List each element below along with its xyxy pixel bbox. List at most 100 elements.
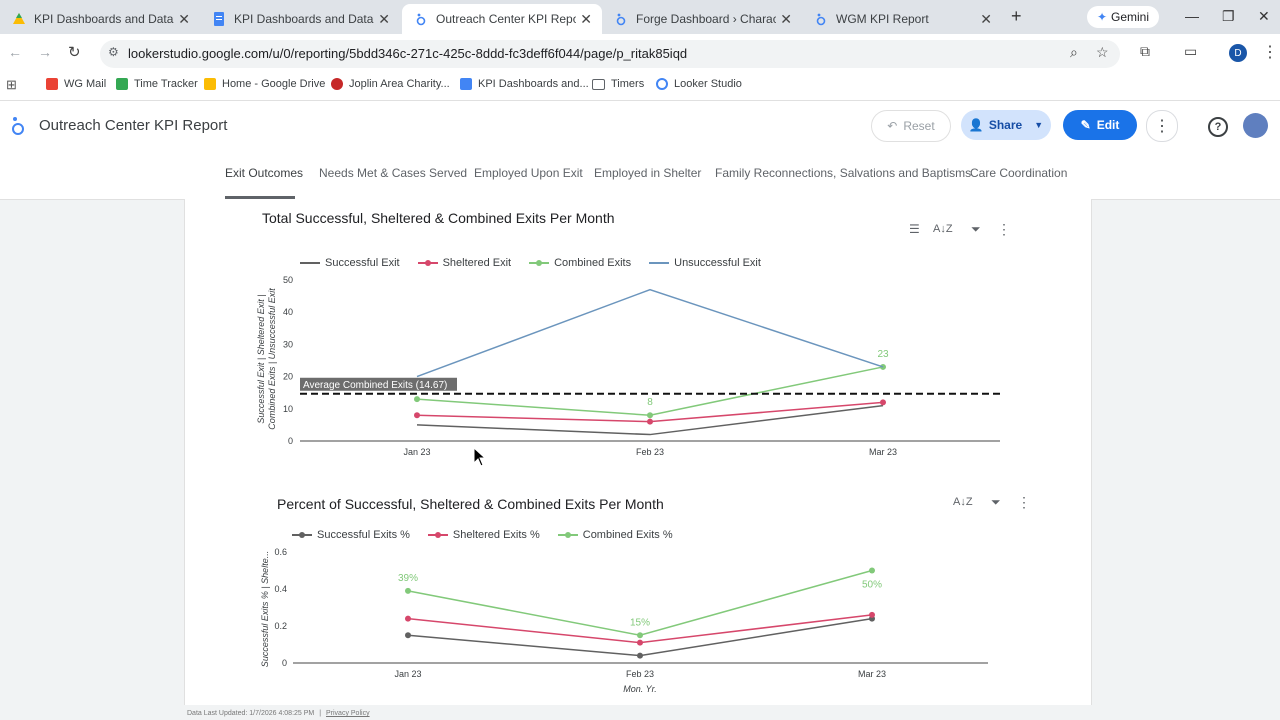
bookmark-item[interactable]: Timers — [592, 78, 644, 90]
chart2-ylabel: Successful Exits % | Shelte... — [260, 551, 270, 667]
bookmark-label: Home - Google Drive — [222, 78, 326, 90]
restore-icon[interactable]: ❐ — [1222, 8, 1235, 24]
bookmark-item[interactable]: WG Mail — [46, 78, 106, 90]
zoom-icon[interactable]: ⌕ — [1070, 44, 1078, 60]
extensions-icon[interactable]: ⧉ — [1140, 43, 1150, 59]
footer: Data Last Updated: 1/7/2026 4:08:25 PM |… — [187, 710, 370, 717]
browser-tab[interactable]: KPI Dashboards and Data Links ✕ — [200, 4, 400, 34]
back-icon[interactable]: ← — [8, 44, 22, 60]
close-icon[interactable]: ✕ — [780, 11, 792, 27]
chart2-data-point — [405, 587, 411, 594]
window-close-icon[interactable]: ✕ — [1258, 8, 1270, 24]
legend-item[interactable]: Combined Exits — [529, 257, 631, 269]
filter-icon[interactable]: ⏷ — [971, 222, 981, 236]
chart2-menu-icon[interactable]: ⋮ — [1017, 494, 1031, 510]
tab-search-icon[interactable]: ▭ — [1184, 43, 1198, 59]
browser-tab-active[interactable]: Outreach Center KPI Report › Ex ✕ — [402, 4, 602, 34]
chart2-data-point — [405, 632, 411, 639]
chart2-plot: Successful Exits % | Shelte... Mon. Yr. … — [260, 547, 988, 694]
chart2-data-label: 50% — [862, 580, 882, 591]
chart1-plot: Successful Exit | Sheltered Exit | Combi… — [256, 275, 1000, 457]
help-icon[interactable]: ? — [1208, 117, 1228, 137]
chart2-data-label: 15% — [630, 617, 650, 628]
tab-title: KPI Dashboards and Data Links — [34, 12, 174, 26]
chart1-average-label-box — [300, 377, 457, 391]
chart1-data-label: 8 — [647, 397, 653, 408]
legend-item[interactable]: Successful Exits % — [292, 529, 410, 541]
edit-button[interactable]: ✎ Edit — [1063, 110, 1137, 140]
legend-item[interactable]: Sheltered Exits % — [427, 529, 540, 541]
legend-item[interactable]: Successful Exit — [300, 257, 400, 269]
pencil-icon: ✎ — [1080, 118, 1091, 132]
reset-button[interactable]: ↶ Reset — [871, 110, 951, 142]
gemini-button[interactable]: ✦ Gemini — [1087, 6, 1159, 28]
chart2-x-tick-label: Jan 23 — [394, 669, 421, 679]
chart1-series-line-0 — [416, 404, 884, 436]
bookmark-label: WG Mail — [64, 78, 107, 90]
legend-item[interactable]: Sheltered Exit — [417, 257, 512, 269]
tab-employed-upon-exit[interactable]: Employed Upon Exit — [474, 166, 583, 180]
sort-icon[interactable]: A↓Z — [953, 496, 973, 508]
google-docs-icon — [460, 78, 472, 90]
apps-grid-icon[interactable]: ⊞ — [6, 77, 17, 92]
tab-title: Forge Dashboard › Character Ex — [636, 12, 776, 26]
legend-item[interactable]: Combined Exits % — [557, 529, 673, 541]
bookmark-label: Timers — [611, 78, 645, 90]
legend-swatch-successful — [300, 262, 320, 264]
close-icon[interactable]: ✕ — [178, 11, 190, 27]
legend-item[interactable]: Unsuccessful Exit — [649, 257, 761, 269]
gemini-icon: ✦ — [1096, 10, 1108, 24]
chart-controls-icon[interactable]: ☰ — [909, 222, 920, 236]
chart2-y-tick-label: 0.6 — [274, 547, 287, 557]
account-avatar[interactable] — [1243, 113, 1268, 138]
tab-needs-met[interactable]: Needs Met & Cases Served — [319, 166, 468, 180]
chart2-data-point — [637, 639, 643, 646]
tab-care-coordination[interactable]: Care Coordination — [970, 166, 1068, 180]
address-bar-row: ← → ↻ ⚙ lookerstudio.google.com/u/0/repo… — [0, 34, 1280, 72]
minimize-icon[interactable]: — — [1185, 8, 1199, 24]
looker-studio-icon — [616, 13, 626, 26]
reload-icon[interactable]: ↻ — [68, 44, 81, 61]
sheets-icon — [116, 78, 128, 90]
chart1-average-label: Average Combined Exits (14.67) — [303, 380, 447, 391]
browser-tab[interactable]: Forge Dashboard › Character Ex ✕ — [602, 4, 802, 34]
report-header: Outreach Center KPI Report ↶ Reset 👤 Share… — [0, 101, 1280, 149]
chart1-menu-icon[interactable]: ⋮ — [997, 221, 1011, 237]
chart1-y-tick-label: 40 — [283, 307, 293, 317]
close-icon[interactable]: ✕ — [580, 11, 592, 27]
chevron-down-icon[interactable]: ▼ — [1034, 120, 1044, 130]
browser-menu-icon[interactable]: ⋮ — [1262, 44, 1278, 61]
sort-icon[interactable]: A↓Z — [933, 223, 953, 235]
google-drive-icon — [13, 13, 25, 24]
bookmark-item[interactable]: Joplin Area Charity... — [331, 78, 450, 90]
filter-icon[interactable]: ⏷ — [991, 495, 1001, 509]
close-icon[interactable]: ✕ — [980, 11, 992, 27]
tab-exit-outcomes[interactable]: Exit Outcomes — [225, 166, 304, 180]
more-options-icon[interactable]: ⋮ — [1146, 110, 1178, 142]
profile-avatar[interactable]: D — [1229, 44, 1247, 62]
looker-studio-icon — [416, 13, 426, 26]
report-title[interactable]: Outreach Center KPI Report — [39, 117, 228, 134]
close-icon[interactable]: ✕ — [378, 11, 390, 27]
bookmark-item[interactable]: KPI Dashboards and... — [460, 78, 589, 90]
tab-employed-in-shelter[interactable]: Employed in Shelter — [594, 166, 702, 180]
mouse-cursor-icon — [473, 447, 487, 467]
forward-icon[interactable]: → — [38, 44, 52, 60]
new-tab-button[interactable]: + — [1011, 6, 1022, 26]
tab-family-reconnections[interactable]: Family Reconnections, Salvations and Bap… — [715, 166, 972, 180]
bookmark-item[interactable]: Looker Studio — [656, 78, 742, 90]
privacy-policy-link[interactable]: Privacy Policy — [326, 710, 370, 717]
browser-tab[interactable]: KPI Dashboards and Data Links ✕ — [0, 4, 200, 34]
legend-swatch-combined-pct — [557, 532, 578, 538]
bookmark-star-icon[interactable]: ☆ — [1096, 44, 1109, 60]
chart2-y-tick-label: 0.2 — [274, 621, 287, 631]
url-field[interactable]: ⚙ lookerstudio.google.com/u/0/reporting/… — [100, 40, 1120, 68]
share-button[interactable]: 👤 Share ▼ — [961, 110, 1051, 140]
legend-label: Sheltered Exit — [442, 257, 512, 269]
browser-tab[interactable]: WGM KPI Report ✕ — [802, 4, 1002, 34]
chart1-data-point — [414, 396, 420, 403]
chart1-data-point — [414, 412, 420, 419]
bookmark-item[interactable]: Home - Google Drive — [204, 78, 325, 90]
site-info-icon[interactable]: ⚙ — [108, 45, 119, 59]
bookmark-item[interactable]: Time Tracker — [116, 78, 198, 90]
